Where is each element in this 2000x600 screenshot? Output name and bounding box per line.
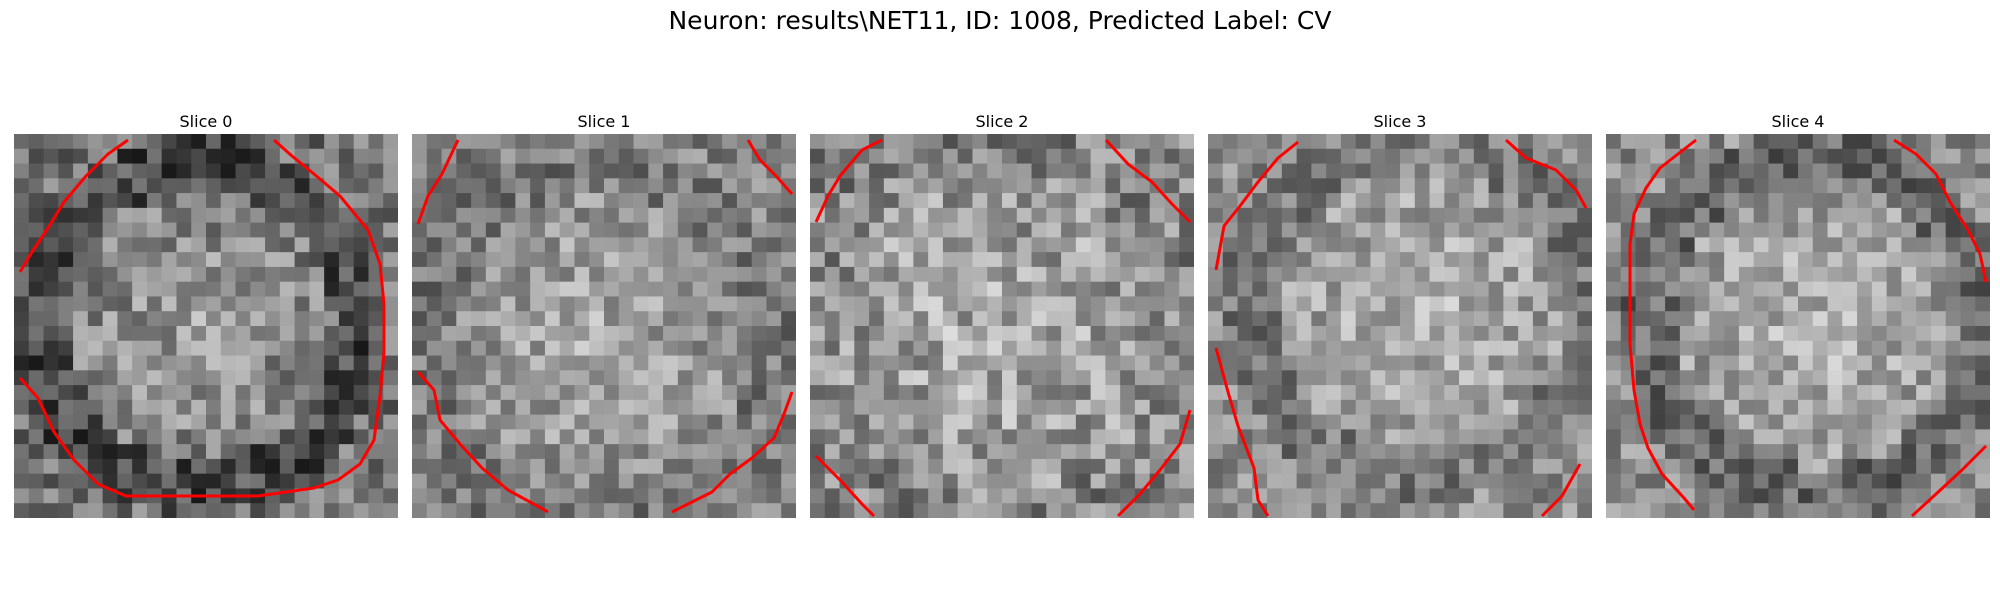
slice-image-2 bbox=[810, 134, 1194, 518]
pixel-grid-4 bbox=[1606, 134, 1990, 518]
contour-3 bbox=[1214, 138, 1588, 518]
slice-image-1 bbox=[412, 134, 796, 518]
slice-title-4: Slice 4 bbox=[1771, 112, 1825, 131]
slice-image-4 bbox=[1606, 134, 1990, 518]
slice-panel-3: Slice 3 bbox=[1208, 110, 1592, 518]
figure-title: Neuron: results\NET11, ID: 1008, Predict… bbox=[668, 6, 1332, 35]
contour-2 bbox=[814, 138, 1192, 518]
slice-panel-0: Slice 0 bbox=[14, 110, 398, 518]
contour-1 bbox=[416, 139, 794, 514]
pixel-grid-0 bbox=[14, 134, 398, 518]
pixel-grid-3 bbox=[1208, 134, 1592, 518]
slice-image-0 bbox=[14, 134, 398, 518]
slice-title-3: Slice 3 bbox=[1373, 112, 1427, 131]
slice-panel-2: Slice 2 bbox=[810, 110, 1194, 518]
contour-4 bbox=[1628, 138, 1988, 518]
slice-title-2: Slice 2 bbox=[975, 112, 1029, 131]
contour-0 bbox=[18, 138, 386, 498]
slice-title-0: Slice 0 bbox=[179, 112, 233, 131]
slice-panel-1: Slice 1 bbox=[412, 110, 796, 518]
slice-image-3 bbox=[1208, 134, 1592, 518]
pixel-grid-2 bbox=[810, 134, 1194, 518]
pixel-grid-1 bbox=[412, 134, 796, 518]
slice-title-1: Slice 1 bbox=[577, 112, 631, 131]
slice-panel-4: Slice 4 bbox=[1606, 110, 1990, 518]
